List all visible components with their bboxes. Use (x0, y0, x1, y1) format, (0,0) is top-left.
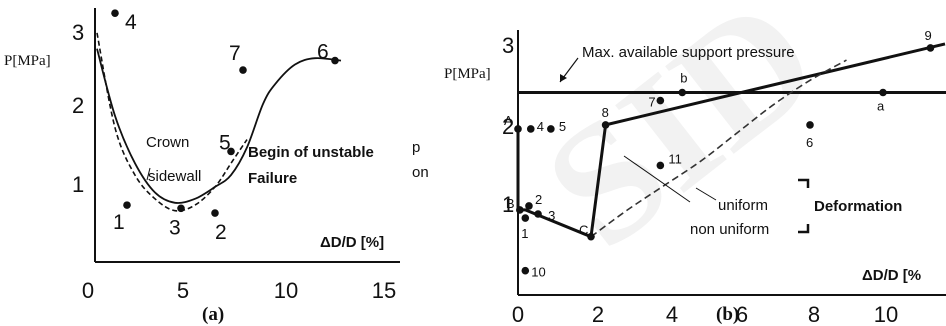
chart-a-point-label-3: 3 (169, 216, 181, 239)
chart-b-point-label-11: 11 (668, 151, 682, 166)
chart-panel-b: P[MPa] ΔD/D [% 0 2 4 6 8 10 1 2 3 Max. a… (444, 28, 946, 326)
chart-b-non-uniform-pointer (623, 155, 691, 203)
chart-a-sidewall-pointer (146, 167, 151, 181)
chart-b-point-9 (926, 44, 935, 52)
chart-b-point-label-C: C (579, 223, 588, 238)
chart-a-point-label-1: 1 (113, 211, 125, 234)
chart-b-ytick-3: 3 (502, 33, 514, 58)
chart-a-point-5 (227, 147, 235, 156)
chart-a-point-4 (111, 9, 119, 17)
chart-a-ylabel: P[MPa] (4, 53, 51, 69)
chart-b-curve-uniform (590, 59, 847, 238)
chart-a-point-label-4: 4 (125, 11, 137, 34)
chart-b-point-b (678, 88, 687, 97)
chart-b-point-1 (521, 214, 530, 222)
chart-b-ytick-1: 1 (502, 192, 514, 217)
chart-a-truncated-text-1: p (412, 139, 420, 156)
chart-a-xtick-15: 15 (372, 278, 396, 303)
chart-a-xtick-5: 5 (177, 278, 189, 303)
chart-a-point-label-2: 2 (215, 221, 227, 244)
chart-b-point-label-1: 1 (521, 226, 528, 241)
chart-a-point-6 (331, 56, 339, 65)
chart-b-point-label-4: 4 (537, 119, 544, 134)
chart-b-point-2 (525, 202, 533, 210)
chart-b-point-8 (601, 121, 610, 129)
chart-a-point-2 (211, 209, 219, 217)
chart-b-uniform-pointer (695, 187, 717, 201)
chart-a-label-sidewall: sidewall (148, 168, 201, 185)
chart-a-annotation-begin: Begin of unstable (248, 144, 374, 161)
chart-b-xtick-10: 10 (874, 302, 898, 326)
chart-b-ytick-2: 2 (502, 114, 514, 139)
chart-b-point-label-9: 9 (924, 28, 931, 43)
chart-b-point-10 (521, 266, 530, 275)
chart-a-xtick-10: 10 (274, 278, 298, 303)
chart-b-bracket-label: Deformation (814, 198, 902, 215)
chart-b-bracket-bottom (798, 224, 810, 234)
chart-b-point-4 (526, 125, 535, 133)
chart-b-point-11 (656, 161, 665, 170)
chart-b-point-label-b: b (680, 71, 687, 86)
chart-a-point-label-6: 6 (317, 41, 329, 64)
chart-b-point-label-3: 3 (548, 208, 555, 223)
chart-b-ylabel: P[MPa] (444, 66, 491, 82)
chart-b-point-B (516, 206, 524, 214)
chart-a-point-1 (123, 201, 131, 209)
chart-a-point-label-5: 5 (219, 131, 231, 154)
chart-b-point-label-B: B (506, 196, 515, 211)
chart-b-support-arrowhead (560, 74, 567, 82)
chart-b-point-label-7: 7 (648, 95, 655, 110)
chart-a-point-7 (239, 66, 247, 74)
chart-b-point-label-6: 6 (806, 135, 813, 150)
chart-b-point-a (879, 88, 887, 97)
chart-a-ytick-2: 2 (72, 93, 84, 118)
chart-b-point-label-A: A (504, 113, 513, 128)
chart-b-point-7 (656, 96, 665, 105)
chart-b-xtick-0: 0 (512, 302, 524, 326)
chart-panel-a: P[MPa] ΔD/D [%] 0 5 10 15 1 2 3 41 3 257 6 … (4, 8, 429, 325)
chart-a-xtick-0: 0 (82, 278, 94, 303)
chart-a-truncated-text-2: on (412, 164, 429, 181)
chart-a-ytick-1: 1 (72, 172, 84, 197)
chart-a-xlabel: ΔD/D [%] (320, 234, 384, 251)
chart-a-curve-crown (96, 48, 342, 204)
chart-b-point-label-a: a (877, 99, 885, 114)
chart-b-label-non-uniform: non uniform (690, 221, 769, 238)
chart-b-point-label-10: 10 (531, 265, 545, 280)
chart-b-xtick-2: 2 (592, 302, 604, 326)
chart-a-point-label-7: 7 (229, 42, 241, 65)
chart-a-annotation-failure: Failure (248, 170, 297, 187)
chart-b-point-label-5: 5 (559, 119, 566, 134)
chart-a-ytick-3: 3 (72, 20, 84, 45)
chart-a-caption: (a) (202, 304, 224, 325)
chart-b-support-pressure-label: Max. available support pressure (582, 44, 795, 61)
chart-b-bracket-top (798, 178, 810, 188)
chart-b-xtick-4: 4 (666, 302, 678, 326)
chart-b-caption: (b) (716, 304, 739, 325)
chart-a-point-3 (177, 204, 185, 213)
chart-b-label-uniform: uniform (718, 197, 768, 214)
chart-b-point-label-8: 8 (602, 105, 609, 120)
chart-b-xtick-6: 6 (736, 302, 748, 326)
chart-b-xtick-8: 8 (808, 302, 820, 326)
watermark: SID (512, 0, 851, 284)
chart-a-curve-sidewall (96, 32, 248, 212)
chart-b-point-A (514, 125, 522, 133)
chart-b-curve-non-uniform (516, 42, 946, 239)
chart-b-point-6 (806, 121, 814, 129)
chart-b-point-5 (547, 125, 555, 133)
chart-a-label-crown: Crown (146, 134, 189, 151)
chart-a-points: 4 1 3 2 5 7 6 (111, 9, 339, 244)
chart-b-point-label-2: 2 (535, 192, 542, 207)
chart-b-xlabel: ΔD/D [% (862, 267, 921, 284)
chart-b-point-3 (534, 210, 542, 218)
chart-b-point-C (587, 232, 595, 241)
